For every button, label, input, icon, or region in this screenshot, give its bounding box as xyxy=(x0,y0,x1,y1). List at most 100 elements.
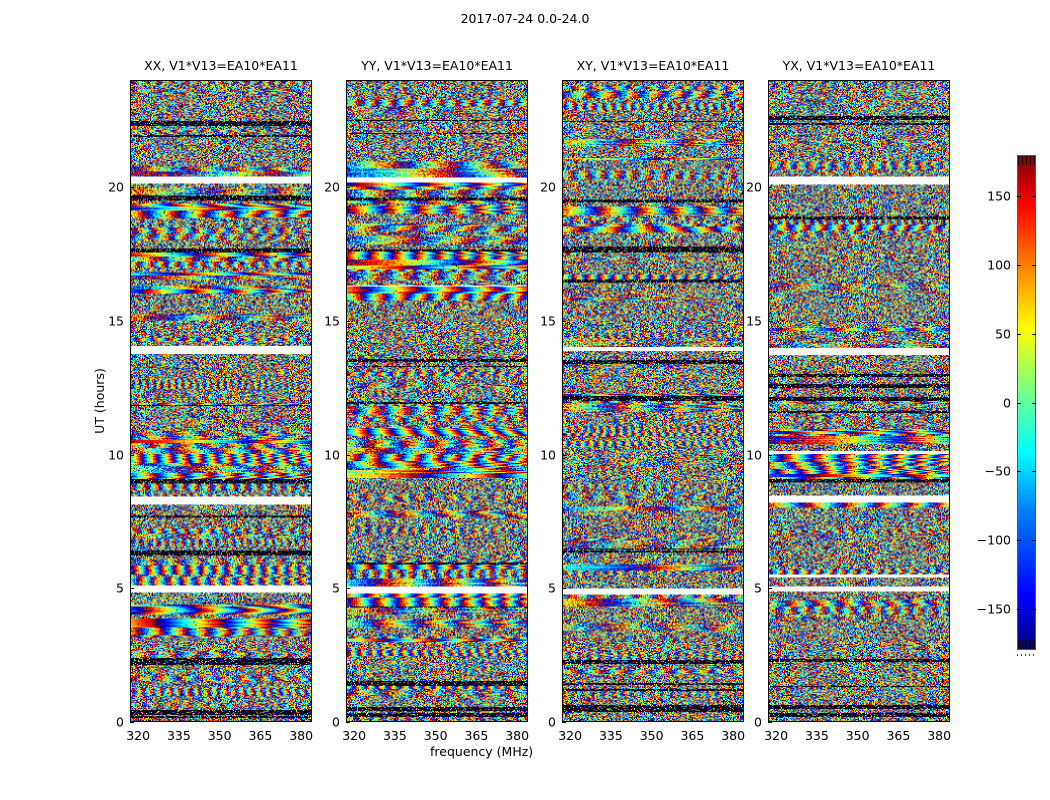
y-tick-label: 0 xyxy=(332,714,340,730)
y-tickmark xyxy=(346,722,350,723)
x-tick-label: 320 xyxy=(126,728,151,743)
heatmap-panel-yy[interactable] xyxy=(346,80,528,722)
heatmap-panel-xx[interactable] xyxy=(130,80,312,722)
y-tickmark xyxy=(768,588,772,590)
x-tick-label: 365 xyxy=(680,728,705,743)
y-tickmark xyxy=(562,187,566,188)
y-tick-label: 10 xyxy=(324,447,340,462)
y-tickmark xyxy=(562,454,566,456)
x-tickmark xyxy=(219,718,221,722)
x-tick-label: 380 xyxy=(721,728,746,743)
x-tick-label: 335 xyxy=(804,728,829,743)
x-tick-label: 365 xyxy=(248,728,273,743)
figure-suptitle: 2017-07-24 0.0-24.0 xyxy=(460,11,590,26)
y-tickmark xyxy=(130,722,134,723)
y-tick-label: 0 xyxy=(548,714,556,730)
y-tickmark xyxy=(346,187,350,188)
x-tickmark xyxy=(733,718,735,722)
heatmap-panel-yx[interactable] xyxy=(768,80,950,722)
colorbar-tick-label: −100 xyxy=(976,532,1011,548)
x-tick-label: 335 xyxy=(598,728,623,743)
y-tick-label: 15 xyxy=(746,313,762,329)
x-tickmark xyxy=(301,718,303,722)
y-tick-label: 15 xyxy=(108,313,124,329)
colorbar-tickmark xyxy=(1032,608,1036,610)
panel-title-yy: YY, V1*V13=EA10*EA11 xyxy=(361,58,513,73)
y-tickmark xyxy=(130,187,134,188)
x-tick-label: 365 xyxy=(464,728,489,743)
x-tick-label: 350 xyxy=(207,728,232,743)
x-tick-label: 380 xyxy=(927,728,952,743)
x-tick-label: 320 xyxy=(558,728,583,743)
y-tick-label: 10 xyxy=(746,447,762,462)
panel-title-xx: XX, V1*V13=EA10*EA11 xyxy=(144,58,298,73)
x-tickmark xyxy=(517,718,519,722)
colorbar-extend-min-hatch xyxy=(1018,640,1035,649)
colorbar-tickmark xyxy=(1017,333,1021,335)
y-tick-label: 5 xyxy=(332,580,340,596)
y-axis-label: UT (hours) xyxy=(92,368,107,434)
y-tickmark xyxy=(562,722,566,723)
x-tickmark xyxy=(898,718,900,722)
y-tickmark xyxy=(768,722,772,723)
x-tick-label: 335 xyxy=(166,728,191,743)
colorbar-tickmark xyxy=(1032,196,1036,198)
y-tick-label: 0 xyxy=(754,714,762,730)
y-tick-label: 0 xyxy=(116,714,124,730)
y-tick-label: 20 xyxy=(540,179,556,195)
colorbar-extend-max-hatch xyxy=(1018,156,1035,165)
colorbar-tick-label: −150 xyxy=(976,601,1011,617)
colorbar-tickmark xyxy=(1017,540,1021,541)
x-tickmark xyxy=(476,718,478,722)
y-tickmark xyxy=(346,320,350,322)
heatmap-image-yy xyxy=(347,81,527,721)
x-tick-label: 380 xyxy=(505,728,530,743)
x-tickmark xyxy=(651,718,653,722)
y-tickmark xyxy=(768,187,772,188)
x-tickmark xyxy=(435,718,437,722)
colorbar-bottom-marker xyxy=(1017,654,1036,656)
y-tick-label: 20 xyxy=(746,179,762,195)
colorbar-tick-label: 150 xyxy=(987,188,1011,204)
x-tickmark xyxy=(692,718,694,722)
colorbar-tickmark xyxy=(1032,540,1036,541)
x-tickmark xyxy=(138,718,140,722)
x-tickmark xyxy=(260,718,262,722)
x-tickmark xyxy=(570,718,572,722)
x-tick-label: 320 xyxy=(342,728,367,743)
y-tick-label: 5 xyxy=(548,580,556,596)
x-tick-label: 350 xyxy=(845,728,870,743)
x-tickmark xyxy=(354,718,356,722)
x-tick-label: 335 xyxy=(382,728,407,743)
y-tickmark xyxy=(130,588,134,590)
x-tickmark xyxy=(610,718,612,722)
y-tick-label: 20 xyxy=(324,179,340,195)
y-tick-label: 15 xyxy=(540,313,556,329)
colorbar-tickmark xyxy=(1032,402,1036,404)
colorbar-tick-label: −50 xyxy=(984,463,1011,479)
x-tick-label: 350 xyxy=(639,728,664,743)
colorbar-tickmark xyxy=(1032,265,1036,266)
y-tick-label: 5 xyxy=(116,580,124,596)
heatmap-image-xx xyxy=(131,81,311,721)
colorbar-tickmark xyxy=(1017,196,1021,198)
colorbar-tickmark xyxy=(1017,608,1021,610)
y-tick-label: 20 xyxy=(108,179,124,195)
y-tick-label: 15 xyxy=(324,313,340,329)
x-tick-label: 380 xyxy=(289,728,314,743)
y-tickmark xyxy=(768,320,772,322)
y-tickmark xyxy=(768,454,772,456)
colorbar-tick-label: 0 xyxy=(1003,395,1011,410)
y-tick-label: 10 xyxy=(108,447,124,462)
x-tickmark xyxy=(394,718,396,722)
y-tick-label: 5 xyxy=(754,580,762,596)
colorbar-tick-label: 100 xyxy=(987,257,1011,273)
x-tickmark xyxy=(776,718,778,722)
x-axis-label: frequency (MHz) xyxy=(430,744,534,759)
y-tickmark xyxy=(130,320,134,322)
heatmap-panel-xy[interactable] xyxy=(562,80,744,722)
x-tickmark xyxy=(857,718,859,722)
x-tick-label: 320 xyxy=(764,728,789,743)
colorbar-tickmark xyxy=(1017,402,1021,404)
colorbar-tickmark xyxy=(1017,471,1021,473)
